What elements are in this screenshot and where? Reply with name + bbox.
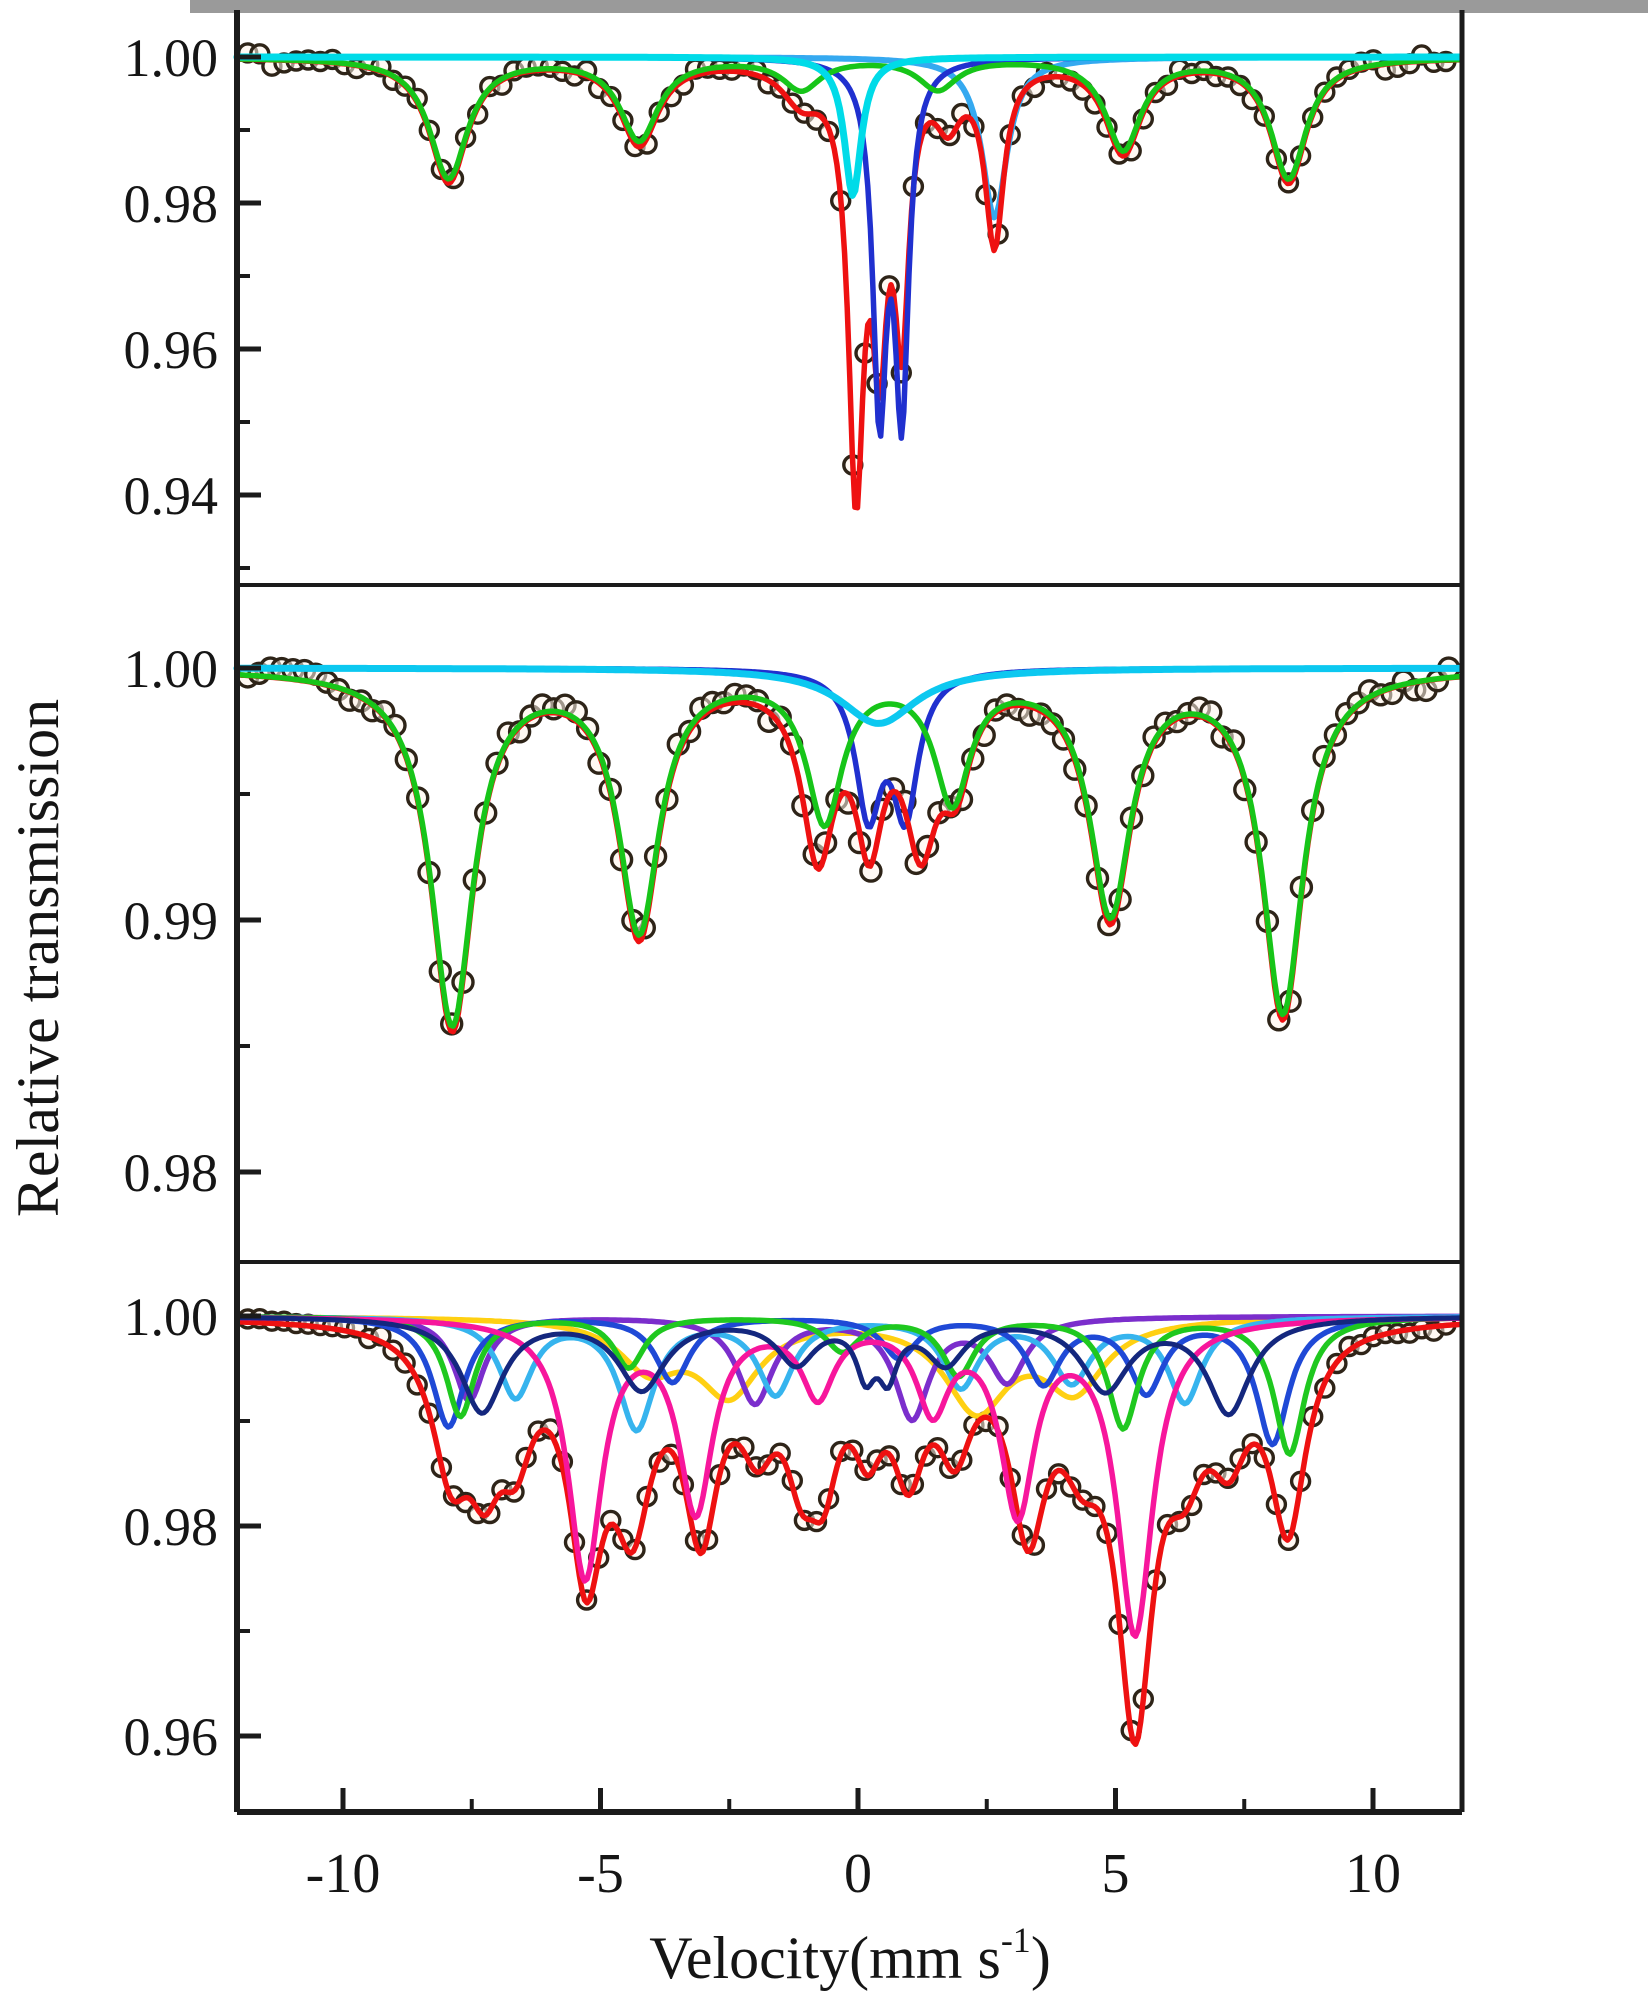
curve-singlet-cyan [233,53,1464,199]
y-tick-label: 0.98 [124,1497,219,1557]
y-axis-title: Relative transmission [5,699,71,1217]
curve-total-fit [234,1319,1463,1748]
spectrum-top-y-ticks: 1.00 0.98 0.96 0.94 [124,28,261,570]
x-tick-label: -10 [306,1843,381,1905]
spectrum-middle: 1.00 0.99 0.98 [124,639,1464,1203]
spectrum-top: 1.00 0.98 0.96 0.94 [124,28,1464,570]
curve-sextet-navy [234,1315,1463,1418]
curve-sextet-blue [234,1314,1463,1448]
x-tick-label: 5 [1102,1843,1130,1905]
y-tick-label: 0.98 [124,1143,219,1203]
x-tick-label: -5 [577,1843,624,1905]
curve-sextet-green [234,56,1463,182]
spectrum-middle-y-ticks: 1.00 0.99 0.98 [124,639,261,1203]
plot-frame [234,10,1465,1815]
spectrum-bottom: 1.00 0.98 0.96 [124,1287,1463,1767]
x-axis-title: Velocity(mm s-1) [649,1920,1051,1991]
y-tick-label: 1.00 [124,1287,219,1347]
spectrum-bottom-y-ticks: 1.00 0.98 0.96 [124,1287,261,1767]
y-tick-label: 1.00 [124,639,219,699]
y-tick-label: 0.96 [124,1707,219,1767]
y-tick-label: 0.98 [124,174,219,234]
curve-sextet-green [234,671,1463,1029]
y-tick-label: 1.00 [124,28,219,88]
x-tick-label: 10 [1345,1843,1401,1905]
y-tick-label: 0.96 [124,320,219,380]
y-tick-label: 0.99 [124,891,219,951]
curve-singlet-cyan [233,664,1464,727]
x-tick-label: 0 [844,1843,872,1905]
y-tick-label: 0.94 [124,466,219,526]
x-ticks: -10 -5 0 5 10 [306,1788,1401,1905]
top-edge [190,0,1648,13]
